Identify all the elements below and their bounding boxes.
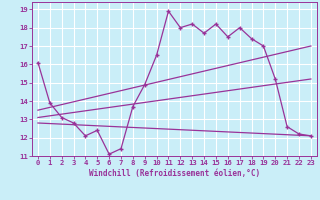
X-axis label: Windchill (Refroidissement éolien,°C): Windchill (Refroidissement éolien,°C) [89, 169, 260, 178]
